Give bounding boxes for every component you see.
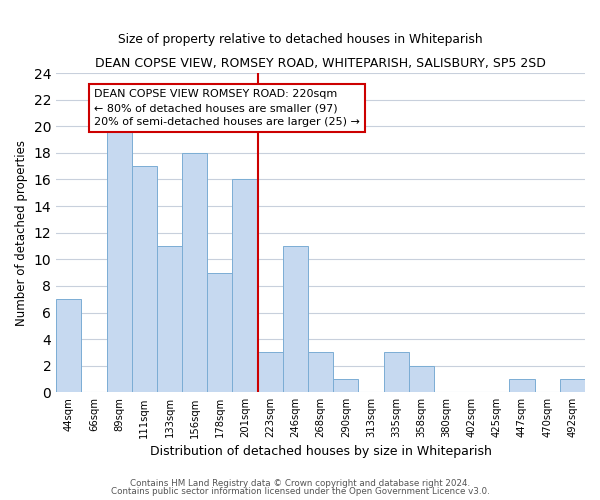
Bar: [409, 366, 434, 392]
Bar: [257, 352, 283, 393]
X-axis label: Distribution of detached houses by size in Whiteparish: Distribution of detached houses by size …: [149, 444, 491, 458]
Bar: [308, 352, 333, 393]
Bar: [232, 180, 257, 392]
Text: Contains HM Land Registry data © Crown copyright and database right 2024.: Contains HM Land Registry data © Crown c…: [130, 478, 470, 488]
Bar: [509, 379, 535, 392]
Bar: [333, 379, 358, 392]
Bar: [560, 379, 585, 392]
Bar: [56, 299, 82, 392]
Text: DEAN COPSE VIEW ROMSEY ROAD: 220sqm
← 80% of detached houses are smaller (97)
20: DEAN COPSE VIEW ROMSEY ROAD: 220sqm ← 80…: [94, 89, 360, 127]
Y-axis label: Number of detached properties: Number of detached properties: [15, 140, 28, 326]
Text: Contains public sector information licensed under the Open Government Licence v3: Contains public sector information licen…: [110, 487, 490, 496]
Text: Size of property relative to detached houses in Whiteparish: Size of property relative to detached ho…: [118, 32, 482, 46]
Bar: [383, 352, 409, 393]
Bar: [283, 246, 308, 392]
Bar: [132, 166, 157, 392]
Bar: [182, 153, 207, 392]
Bar: [207, 272, 232, 392]
Bar: [157, 246, 182, 392]
Bar: [107, 126, 132, 392]
Title: DEAN COPSE VIEW, ROMSEY ROAD, WHITEPARISH, SALISBURY, SP5 2SD: DEAN COPSE VIEW, ROMSEY ROAD, WHITEPARIS…: [95, 58, 546, 70]
